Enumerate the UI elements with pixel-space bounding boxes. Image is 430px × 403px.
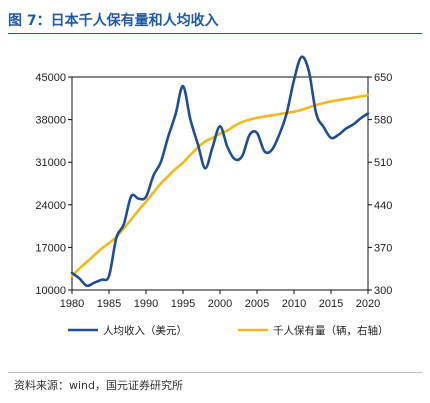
legend-ownership-label: 千人保有量（辆，右轴） <box>273 324 389 337</box>
y-left-tick-label: 24000 <box>35 200 66 212</box>
x-tick-label: 1985 <box>97 298 121 310</box>
x-tick-label: 1990 <box>134 298 158 310</box>
source-note: 资料来源：wind，国元证券研究所 <box>14 379 184 392</box>
y-left-tick-label: 45000 <box>35 72 66 84</box>
y-left-tick-label: 17000 <box>35 242 66 254</box>
ownership-series-line <box>70 93 370 278</box>
y-left-tick-label: 31000 <box>35 157 66 169</box>
y-left-tick-label: 38000 <box>35 115 66 127</box>
y-right-tick-label: 300 <box>374 285 392 297</box>
x-tick-label: 2010 <box>282 298 306 310</box>
x-tick-label: 2015 <box>319 298 343 310</box>
legend-income-label: 人均收入（美元） <box>103 324 187 337</box>
plot-frame <box>71 76 369 291</box>
title-divider <box>8 33 422 34</box>
y-left-tick-label: 10000 <box>35 285 66 297</box>
income-series-line <box>70 55 370 288</box>
y-right-tick-label: 370 <box>374 242 392 254</box>
y-right-tick-label: 440 <box>374 200 392 212</box>
y-right-tick-label: 510 <box>374 157 392 169</box>
x-tick-label: 2005 <box>245 298 269 310</box>
source-divider <box>8 372 422 373</box>
figure-title: 图 7：日本千人保有量和人均收入 <box>8 13 219 29</box>
x-tick-label: 1980 <box>60 298 84 310</box>
x-tick-label: 2020 <box>356 298 380 310</box>
y-right-tick-label: 580 <box>374 115 392 127</box>
x-tick-label: 1995 <box>171 298 195 310</box>
income-ownership-chart: 1980 1985 1990 1995 2000 2005 2010 2015 2020 1000… <box>35 55 392 337</box>
x-tick-label: 2000 <box>208 298 232 310</box>
y-right-tick-label: 650 <box>374 72 392 84</box>
